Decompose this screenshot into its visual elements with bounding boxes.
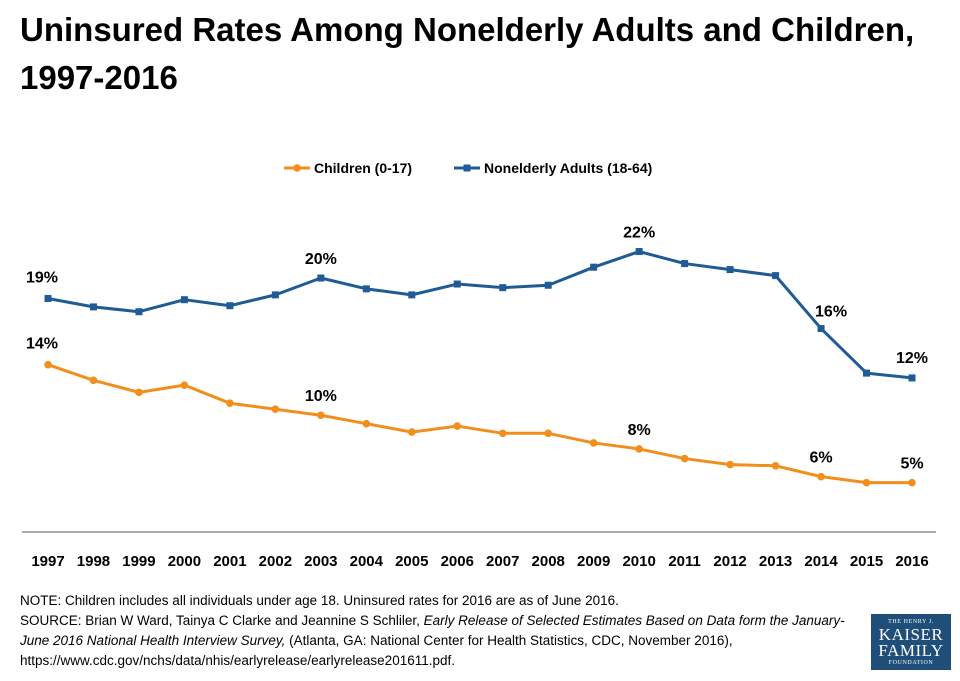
logo-line-4: FOUNDATION: [888, 660, 934, 666]
x-tick-label: 2000: [168, 553, 201, 570]
adults-point: [226, 302, 234, 310]
adults-legend-label: Nonelderly Adults (18-64): [484, 160, 652, 176]
adults-data-label: 16%: [815, 304, 847, 321]
data-labels: 14% 10% 8% 6% 5% 19% 20% 22% 16% 12%: [26, 225, 928, 473]
adults-data-label: 12%: [896, 350, 928, 367]
children-point: [635, 445, 643, 453]
x-tick-label: 2003: [304, 553, 337, 570]
adults-point: [44, 294, 52, 302]
source-prefix: SOURCE: Brian W Ward, Tainya C Clarke an…: [20, 613, 424, 628]
x-tick-label: 2012: [713, 553, 746, 570]
source-suffix: (Atlanta, GA: National Center for Health…: [20, 633, 733, 668]
adults-point: [453, 280, 461, 288]
adults-point: [908, 374, 916, 382]
adults-point: [135, 308, 143, 316]
legend: Children (0-17) Nonelderly Adults (18-64): [284, 160, 652, 176]
x-tick-labels: 1997 1998 1999 2000 2001 2002 2003 2004 2005 2006…: [31, 553, 928, 570]
x-tick-label: 2009: [577, 553, 610, 570]
children-point: [589, 439, 598, 447]
logo-line-1: THE HENRY J.: [888, 619, 934, 625]
x-tick-label: 2001: [213, 553, 246, 570]
adults-point: [726, 266, 734, 274]
adults-legend-marker: [463, 164, 471, 172]
children-point: [44, 360, 52, 369]
x-tick-label: 2002: [259, 553, 292, 570]
children-point: [817, 472, 825, 481]
adults-point: [271, 291, 279, 299]
children-point: [180, 381, 189, 389]
x-tick-label: 1997: [31, 553, 64, 570]
x-tick-label: 2006: [441, 553, 474, 570]
children-point: [362, 419, 371, 428]
series-lines: [47, 250, 913, 485]
adults-data-label: 20%: [305, 251, 337, 268]
children-point: [271, 405, 280, 414]
adults-line: [47, 250, 913, 380]
adults-point: [590, 263, 598, 271]
source-text: SOURCE: Brian W Ward, Tainya C Clarke an…: [20, 611, 860, 671]
adults-point: [180, 296, 188, 304]
source-title: Early Release of Selected Estimates Base…: [20, 613, 845, 648]
adults-point: [772, 272, 780, 280]
adults-point: [817, 325, 825, 333]
children-point: [726, 460, 734, 469]
series-markers: [44, 248, 916, 487]
children-point: [407, 428, 416, 436]
adults-point: [362, 285, 370, 293]
children-point: [908, 478, 916, 487]
logo-line-2: KAISER: [878, 625, 944, 644]
children-point: [680, 454, 689, 463]
adults-point: [681, 260, 689, 268]
children-point: [771, 461, 780, 470]
adults-data-label: 22%: [623, 225, 655, 242]
children-data-label: 5%: [900, 456, 923, 473]
children-data-label: 8%: [628, 422, 651, 439]
children-point: [453, 422, 462, 430]
adults-data-label: 19%: [26, 269, 58, 286]
adults-point: [635, 248, 643, 256]
children-point: [226, 399, 234, 408]
children-point: [544, 429, 553, 438]
line-chart: Children (0-17) Nonelderly Adults (18-64)…: [22, 160, 936, 570]
children-point: [135, 388, 143, 397]
footnotes: NOTE: Children includes all individuals …: [20, 591, 860, 671]
adults-point: [408, 291, 416, 299]
x-tick-label: 2008: [532, 553, 565, 570]
children-legend-label: Children (0-17): [314, 160, 412, 176]
adults-point: [89, 303, 97, 311]
x-tick-label: 2010: [622, 553, 655, 570]
logo-line-3: FAMILY: [878, 641, 944, 660]
children-legend-marker: [293, 164, 301, 172]
children-data-label: 6%: [809, 450, 832, 467]
x-tick-label: 2013: [759, 553, 792, 570]
note-text: NOTE: Children includes all individuals …: [20, 593, 619, 608]
adults-point: [317, 274, 325, 282]
children-line: [47, 363, 912, 485]
x-tick-label: 2007: [486, 553, 519, 570]
children-point: [89, 376, 98, 385]
x-tick-label: 1999: [122, 553, 155, 570]
children-point: [862, 478, 871, 487]
x-tick-label: 2015: [850, 553, 883, 570]
children-point: [498, 429, 507, 438]
adults-point: [863, 369, 871, 377]
children-data-label: 14%: [26, 336, 58, 353]
adults-point: [544, 281, 552, 289]
x-tick-label: 2011: [668, 553, 701, 570]
chart-title: Uninsured Rates Among Nonelderly Adults …: [20, 11, 915, 96]
kaiser-family-foundation-logo: THE HENRY J. KAISER FAMILY FOUNDATION: [871, 614, 951, 670]
x-tick-label: 1998: [77, 553, 110, 570]
x-tick-label: 2004: [350, 553, 384, 570]
children-point: [317, 411, 325, 420]
x-tick-label: 2014: [804, 553, 838, 570]
adults-point: [499, 284, 507, 292]
x-tick-label: 2005: [395, 553, 428, 570]
children-data-label: 10%: [305, 388, 337, 405]
x-tick-label: 2016: [895, 553, 928, 570]
